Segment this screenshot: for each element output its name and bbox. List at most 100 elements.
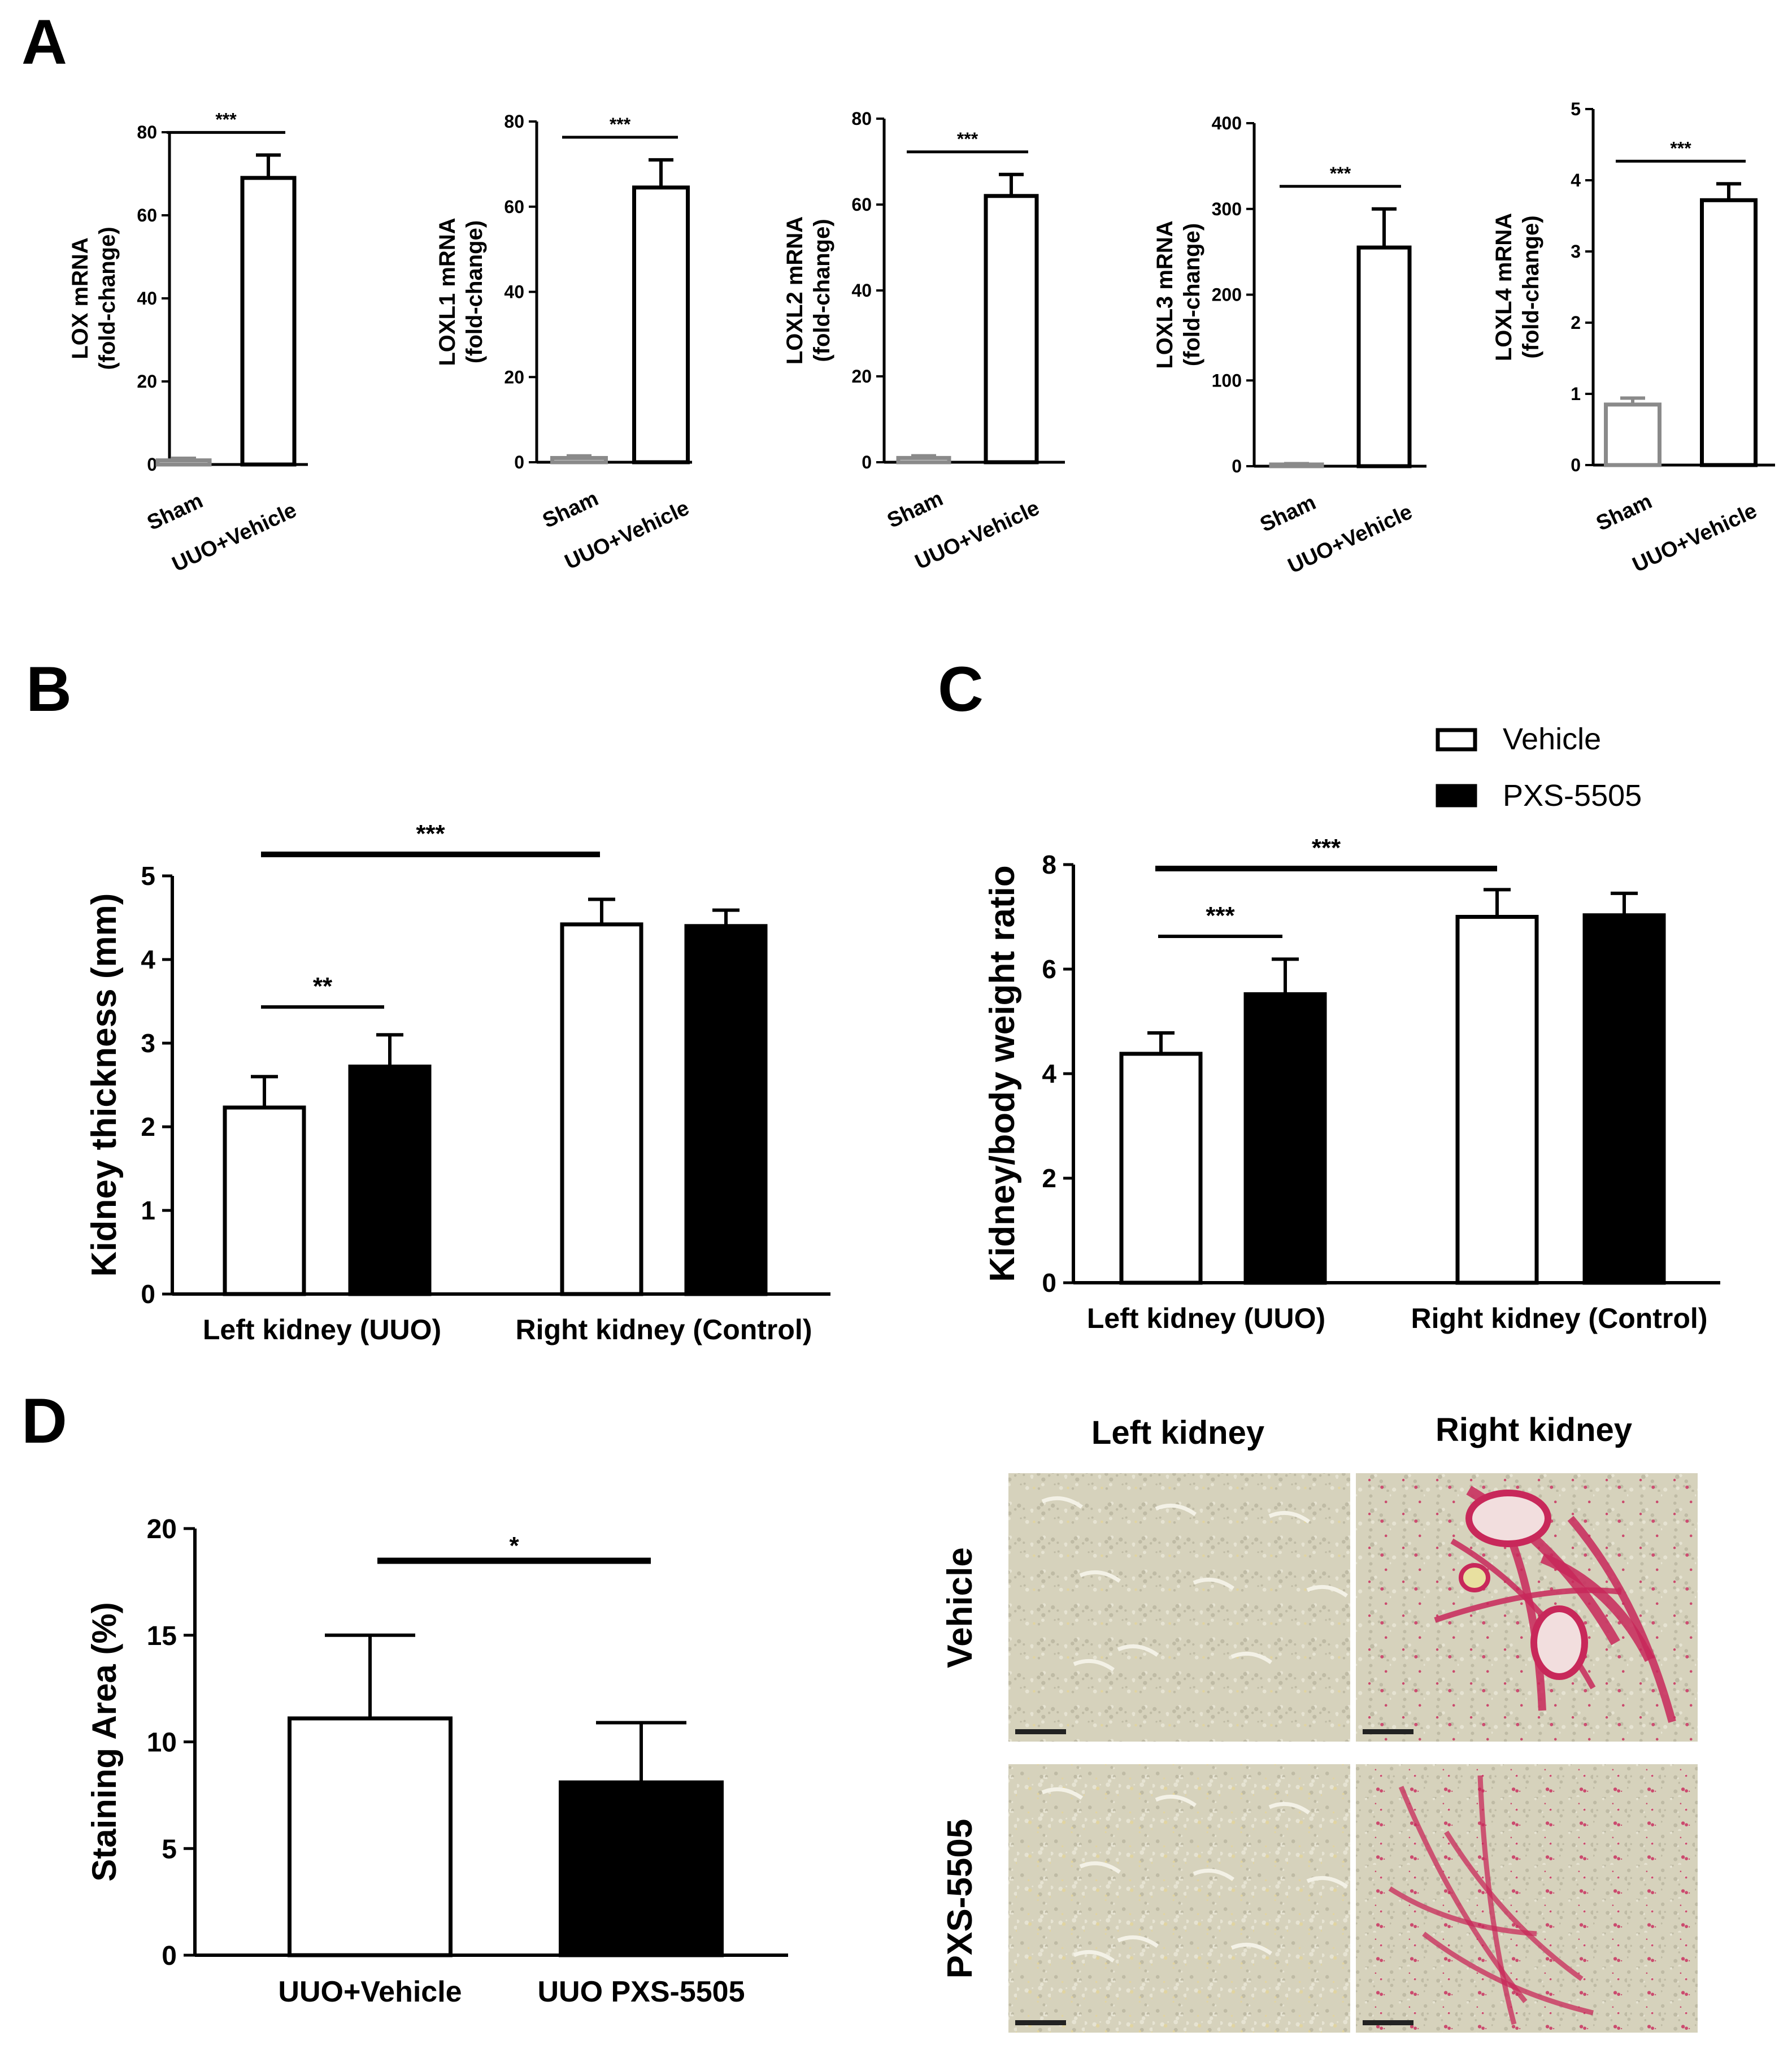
micrograph-col-label-left: Left kidney	[1091, 1414, 1264, 1451]
fibrosis-strand	[1434, 1587, 1622, 1623]
chart-a2-ylabel-line2: (fold-change)	[462, 220, 487, 363]
chart-a3-y-tick-label: 80	[851, 108, 872, 129]
chart-c-sig-label: ***	[1206, 902, 1235, 930]
micrograph-left-pxs5505	[1008, 1764, 1350, 2033]
tubule-lumen	[1117, 1644, 1159, 1657]
chart-b-sig-label: ***	[416, 820, 445, 848]
chart-a5-y-tick-label: 0	[1571, 455, 1581, 475]
chart-a4-y-tick-label: 200	[1212, 285, 1242, 305]
chart-a1-y-tick-label: 60	[137, 205, 157, 225]
tubule-lumen	[1306, 1584, 1349, 1597]
tubule-lumen	[1079, 1570, 1121, 1583]
chart-b-x-label: Right kidney (Control)	[516, 1314, 812, 1345]
chart-a3-bar	[984, 194, 1039, 465]
chart-a1-sig-label: ***	[215, 109, 237, 129]
chart-c-bar	[1243, 992, 1327, 1285]
chart-a5-sig-label: ***	[1670, 138, 1691, 158]
tubule-lumen	[1230, 1651, 1273, 1664]
chart-d-y-tick-label: 15	[147, 1621, 177, 1651]
chart-a4-y-tick-label: 400	[1212, 113, 1242, 133]
chart-c-y-tick-label: 2	[1042, 1164, 1056, 1193]
chart-b-bar	[560, 922, 643, 1296]
chart-c-y-tick-label: 4	[1042, 1059, 1056, 1088]
chart-b-bar	[223, 1105, 306, 1296]
chart-c-legend-label: PXS-5505	[1503, 779, 1642, 813]
chart-d-y-tick-label: 10	[147, 1728, 177, 1758]
chart-c-y-tick-label: 8	[1042, 850, 1056, 879]
chart-b-x-label: Left kidney (UUO)	[203, 1314, 441, 1345]
chart-a1-bar	[240, 176, 297, 467]
chart-a4-ylabel-line1: LOXL3 mRNA	[1152, 220, 1177, 368]
chart-a2-y-tick-label: 20	[504, 367, 524, 387]
chart-a3-ylabel-line1: LOXL2 mRNA	[782, 216, 807, 364]
chart-d-y-tick-label: 0	[162, 1941, 177, 1971]
chart-b-y-tick-label: 2	[141, 1112, 155, 1141]
chart-d-ylabel: Staining Area (%)	[85, 1602, 123, 1882]
micrograph-row-label-pxs5505: PXS-5505	[941, 1819, 980, 1979]
chart-c-x-label: Left kidney (UUO)	[1087, 1303, 1325, 1334]
chart-a1-bar	[155, 458, 212, 467]
chart-c-bar	[1455, 915, 1539, 1285]
fibrosis-strand	[1477, 1775, 1517, 2025]
chart-a4-bar	[1356, 245, 1412, 468]
chart-d-bar	[559, 1780, 724, 1957]
chart-c-y-tick-label: 0	[1042, 1268, 1056, 1297]
chart-a2-y-tick-label: 40	[504, 282, 524, 302]
tubule-lumen	[1193, 1577, 1235, 1590]
micrograph-row-label-vehicle: Vehicle	[941, 1547, 980, 1668]
chart-a3-y-tick-label: 60	[851, 194, 872, 215]
chart-a2-x-label: Sham	[539, 487, 602, 533]
chart-a5-bar	[1700, 198, 1758, 467]
chart-a4-ylabel-line2: (fold-change)	[1180, 223, 1204, 366]
chart-a1-y-tick-label: 80	[137, 122, 157, 142]
chart-c-legend-swatch-pxs	[1436, 784, 1477, 808]
tubule-lumen	[1079, 1861, 1121, 1874]
chart-d-y-tick-label: 5	[162, 1834, 177, 1864]
fibrosis-strand	[1567, 1516, 1676, 1723]
chart-a5-y-tick-label: 5	[1571, 99, 1581, 119]
tubule-lumen	[1117, 1935, 1159, 1948]
fibrosis-strand	[1422, 1931, 1594, 2016]
chart-a5-y-tick-label: 1	[1571, 384, 1581, 404]
panel-letter-b: B	[26, 654, 72, 724]
chart-c-legend-swatch-vehicle	[1436, 728, 1477, 752]
panel-letter-c: C	[938, 654, 984, 724]
scale-bar	[1015, 1729, 1066, 1734]
chart-a3-sig-label: ***	[957, 129, 978, 149]
chart-c-y-tick-label: 6	[1042, 954, 1056, 984]
chart-c-ylabel: Kidney/body weight ratio	[983, 865, 1022, 1282]
tubule-lumen	[1073, 1950, 1115, 1963]
chart-a5-ylabel-line1: LOXL4 mRNA	[1491, 213, 1516, 361]
scale-bar	[1363, 2020, 1413, 2025]
micrograph-col-label-right: Right kidney	[1436, 1412, 1632, 1448]
tubule-lumen	[1268, 1801, 1311, 1814]
chart-d-bar	[288, 1716, 453, 1957]
chart-a3-y-tick-label: 40	[851, 280, 872, 301]
chart-c-legend-label: Vehicle	[1503, 722, 1601, 756]
chart-c-bar	[1119, 1052, 1203, 1285]
chart-a3-x-label: Sham	[884, 487, 947, 533]
tubule-lumen	[1193, 1868, 1235, 1881]
fibrosis-strand	[1388, 1886, 1537, 1937]
chart-d-sig-label: *	[509, 1532, 519, 1560]
chart-a2-ylabel-line1: LOXL1 mRNA	[435, 218, 460, 366]
micrograph-left-vehicle	[1008, 1473, 1350, 1742]
vessel-lumen	[1530, 1605, 1588, 1680]
chart-c-sig-label: ***	[1312, 834, 1341, 862]
chart-a3-bar	[896, 455, 951, 465]
scale-bar	[1015, 2020, 1066, 2025]
panel-letter-a: A	[21, 7, 67, 77]
fibrosis-strand	[1398, 1786, 1528, 2003]
chart-a1-y-tick-label: 20	[137, 371, 157, 392]
chart-a2-sig-label: ***	[610, 114, 631, 134]
chart-a5-ylabel-line2: (fold-change)	[1519, 215, 1543, 358]
tubule-lumen	[1155, 1794, 1197, 1807]
chart-d-y-tick-label: 20	[147, 1514, 177, 1544]
chart-a5-y-tick-label: 2	[1571, 312, 1581, 333]
chart-a4-x-label: Sham	[1256, 490, 1320, 537]
chart-a4-y-tick-label: 0	[1232, 456, 1242, 476]
chart-a2-y-tick-label: 60	[504, 197, 524, 217]
chart-d-x-label: UUO PXS-5505	[537, 1976, 745, 2008]
chart-a5-x-label: Sham	[1593, 489, 1656, 536]
